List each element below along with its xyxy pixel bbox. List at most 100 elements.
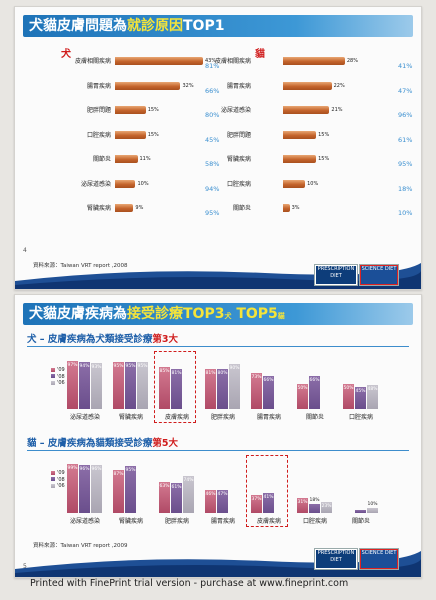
bar-09: [113, 469, 124, 513]
bar-value: 21%: [331, 107, 343, 113]
bar-label: 肥胖問題: [226, 131, 251, 139]
prescription-diet-logo: PRESCRIPTION DIET: [315, 265, 357, 285]
bar-08: [125, 465, 136, 513]
data-label: 95%: [125, 363, 136, 369]
slide-page-2: 犬貓皮膚疾病為接受診療TOP3犬 TOP5貓 犬 – 皮膚疾病為犬類接受診療第3…: [14, 294, 422, 578]
side-percent: 10%: [398, 209, 413, 217]
data-label: 80%: [217, 371, 228, 376]
category-label: 皮膚疾病: [256, 518, 281, 525]
data-label: 85%: [159, 368, 170, 374]
side-percent: 41%: [398, 62, 413, 70]
bar-08: [79, 465, 90, 513]
bar-label: 皮膚相關疾病: [74, 58, 111, 65]
page-title: 犬貓皮膚疾病為接受診療TOP3犬 TOP5貓: [29, 306, 285, 322]
side-percent: 80%: [205, 111, 220, 119]
bar: [115, 81, 181, 90]
bar-06: [91, 362, 102, 409]
bar-06: [367, 508, 378, 513]
bar-09: [113, 361, 124, 409]
bar-09: [205, 490, 216, 513]
bar-06: [229, 364, 240, 409]
bar-value: 10%: [137, 180, 149, 187]
data-label: 94%: [79, 364, 90, 369]
bar: [115, 179, 136, 188]
bar-08: [217, 369, 228, 409]
bar-08: [309, 376, 320, 409]
legend-08: '08: [51, 374, 65, 381]
side-percent: 58%: [205, 160, 220, 168]
data-label: 31%: [297, 499, 308, 505]
bar: [283, 155, 317, 163]
data-label: 87%: [113, 471, 124, 477]
data-label: 97%: [67, 362, 78, 368]
bar-label: 口腔疾病: [226, 180, 251, 188]
divider: [27, 450, 409, 451]
category-label: 泌尿道感染: [69, 414, 100, 421]
bar: [115, 130, 146, 139]
bar-09: [251, 494, 262, 513]
bar-08: [355, 509, 366, 513]
bar-08: [263, 492, 274, 513]
source-note: 資料來源：Taiwan VRT report ,2009: [33, 543, 128, 549]
legend-06: '06: [51, 380, 65, 387]
data-label: 73%: [251, 374, 262, 380]
bar-09: [343, 384, 354, 409]
science-diet-logo: SCIENCE DIET: [360, 265, 398, 285]
data-label: 66%: [309, 378, 320, 383]
slide-page-1: 犬貓皮膚問題為就診原因TOP1 犬 貓 皮膚相關疾病 43% 81% 腸胃疾病 32% 6…: [14, 6, 422, 290]
title-banner: 犬貓皮膚問題為就診原因TOP1: [23, 15, 413, 37]
data-label: 47%: [217, 491, 228, 497]
side-percent: 66%: [205, 86, 220, 95]
highlight-box: [154, 351, 196, 423]
bar-09: [251, 372, 262, 409]
bar-label: 肥胖問題: [86, 107, 111, 114]
data-label: 46%: [205, 492, 216, 497]
bar: [283, 106, 330, 114]
side-percent: 47%: [398, 86, 413, 95]
side-percent: 81%: [205, 62, 220, 70]
data-label: 93%: [91, 364, 102, 370]
bar-value: 11%: [139, 156, 151, 162]
science-diet-logo: SCIENCE DIET: [360, 549, 398, 569]
bar-label: 關節炎: [92, 156, 111, 163]
side-percent: 18%: [398, 184, 413, 193]
data-label: 10%: [367, 502, 378, 507]
bar: [115, 204, 134, 212]
dog-label: 犬: [61, 49, 71, 60]
data-label: 48%: [367, 387, 378, 392]
data-label: 90%: [229, 366, 240, 371]
data-label: 95%: [113, 363, 124, 369]
legend-09: '09: [51, 470, 65, 477]
bar: [283, 130, 317, 139]
data-label: 66%: [263, 378, 274, 383]
bar: [115, 155, 138, 163]
bar-value: 10%: [307, 180, 319, 187]
footer-wave: [15, 551, 421, 577]
bar-09: [67, 463, 78, 513]
side-percent: 61%: [398, 135, 413, 144]
bar: [283, 81, 332, 90]
category-label: 腸胃疾病: [256, 414, 281, 421]
bar-06: [321, 501, 332, 513]
dog-subtitle: 犬 – 皮膚疾病為犬類接受診療第3大: [27, 334, 178, 345]
title-banner: 犬貓皮膚疾病為接受診療TOP3犬 TOP5貓: [23, 303, 413, 325]
category-label: 口腔疾病: [302, 518, 327, 525]
data-label: 95%: [137, 363, 148, 369]
side-percent: 95%: [205, 209, 220, 217]
bar-08: [355, 386, 366, 409]
category-label: 腎臟疾病: [118, 518, 143, 525]
data-label: 50%: [343, 386, 354, 391]
bar-label: 腎臟疾病: [86, 205, 111, 212]
bar-label: 腸胃疾病: [226, 82, 251, 90]
cat-label: 貓: [255, 49, 265, 60]
category-label: 關節炎: [305, 414, 324, 421]
side-percent: 95%: [398, 160, 413, 168]
bar-value: 3%: [291, 205, 300, 211]
data-label: 81%: [205, 370, 216, 376]
side-percent: 45%: [205, 135, 220, 144]
prescription-diet-logo: PRESCRIPTION DIET: [315, 549, 357, 569]
category-label: 腸胃疾病: [210, 518, 235, 525]
bar-08: [309, 504, 320, 513]
category-label: 口腔疾病: [348, 414, 373, 421]
cat-subtitle: 貓 – 皮膚疾病為貓類接受診療第5大: [27, 438, 178, 449]
